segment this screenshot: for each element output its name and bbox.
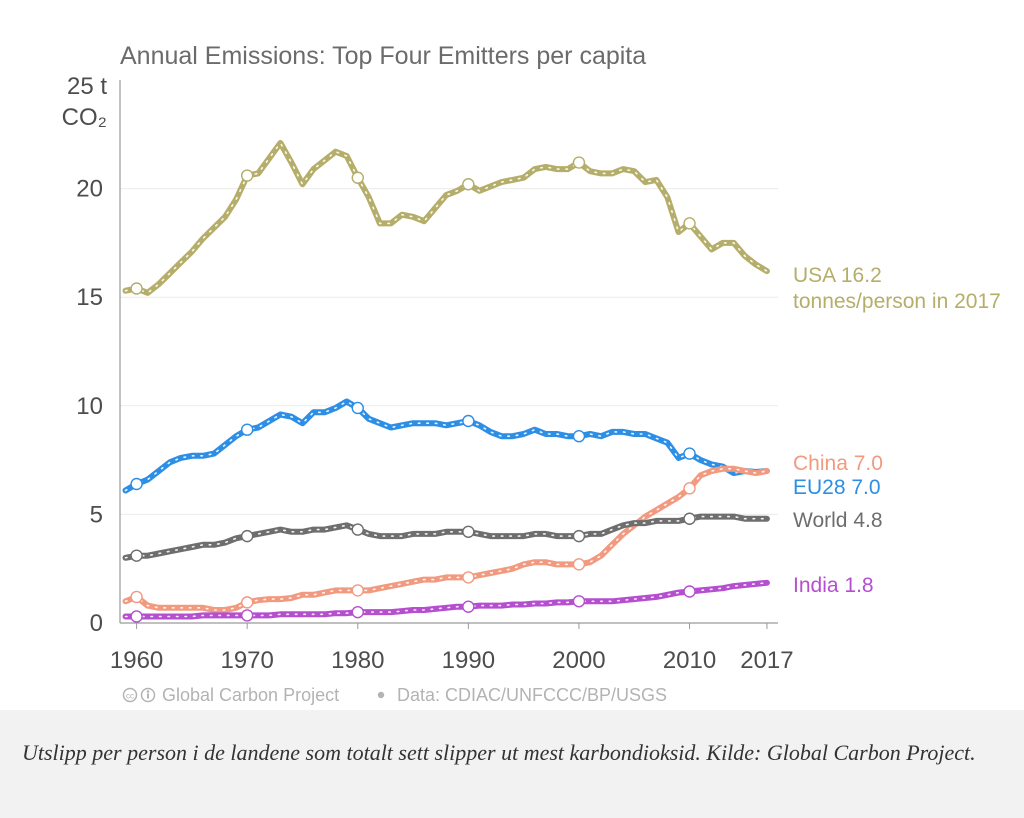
figure-caption: Utslipp per person i de landene som tota… <box>22 740 976 765</box>
credit-line: cc Global Carbon Project Data: CDIAC/UNF… <box>122 685 667 705</box>
x-tick-label: 1980 <box>331 647 384 674</box>
india-point-marker <box>240 609 254 622</box>
x-tick-label: 2000 <box>552 647 605 674</box>
credit-data: Data: CDIAC/UNFCCC/BP/USGS <box>397 685 667 705</box>
eu28-point-marker <box>240 423 254 436</box>
world-end-label: World 4.8 <box>793 509 883 532</box>
world-point-marker <box>351 523 364 536</box>
credit-source: Global Carbon Project <box>162 685 339 705</box>
usa-line-dots <box>124 141 768 294</box>
y-tick-label: 0 <box>90 610 103 637</box>
usa-end-label: USA 16.2 <box>793 264 882 287</box>
china-point-marker <box>683 482 696 495</box>
eu28-point-marker <box>572 430 586 443</box>
usa-point-marker <box>240 169 254 182</box>
china-point-marker <box>462 571 475 584</box>
world-point-marker <box>130 549 143 562</box>
x-tick-label: 1990 <box>442 647 495 674</box>
eu28-point-marker <box>462 414 475 428</box>
india-point-marker <box>130 610 143 623</box>
usa-line <box>122 140 770 296</box>
world-line-dots <box>124 515 768 559</box>
x-ticks: 1960 1970 1980 1990 2000 2010 2017 <box>110 623 794 674</box>
series-markers <box>130 156 696 623</box>
eu28-point-marker <box>130 477 143 491</box>
india-point-marker <box>683 585 696 598</box>
usa-point-marker <box>572 156 586 169</box>
y-tick-label: 10 <box>76 393 103 420</box>
world-point-marker <box>572 529 586 543</box>
y-axis-top-label: 25 t <box>67 73 107 100</box>
world-point-marker <box>240 529 254 543</box>
china-point-marker <box>572 558 586 571</box>
grid <box>120 188 778 515</box>
creative-commons-icon: cc <box>122 687 138 703</box>
eu28-end-label: EU28 7.0 <box>793 476 881 499</box>
emissions-chart: Annual Emissions: Top Four Emitters per … <box>62 42 1001 705</box>
india-point-marker <box>572 595 586 608</box>
series-lines <box>122 140 770 620</box>
china-end-label: China 7.0 <box>793 452 883 475</box>
china-point-marker <box>240 596 254 609</box>
credit-separator-dot <box>377 691 385 699</box>
india-line-dots <box>124 581 768 618</box>
india-point-marker <box>462 600 475 613</box>
y-ticks: 0 5 10 15 20 <box>76 176 103 637</box>
china-line-dots <box>124 467 768 611</box>
y-tick-label: 15 <box>76 284 103 311</box>
y-axis-unit-label: CO₂ <box>62 104 107 131</box>
attribution-icon <box>140 687 156 703</box>
india-end-label: India 1.8 <box>793 574 874 597</box>
world-line <box>122 513 770 561</box>
x-tick-label: 1970 <box>220 647 273 674</box>
usa-point-marker <box>351 171 364 184</box>
eu28-point-marker <box>351 401 364 415</box>
china-point-marker <box>351 584 364 597</box>
chart-figure: Annual Emissions: Top Four Emitters per … <box>61 42 1001 705</box>
world-point-marker <box>462 525 475 538</box>
x-tick-label: 2017 <box>740 647 793 674</box>
x-tick-label: 2010 <box>663 647 716 674</box>
india-point-marker <box>351 605 364 619</box>
y-tick-label: 20 <box>76 176 103 203</box>
china-point-marker <box>130 590 143 604</box>
caption-box: Utslipp per person i de landene som tota… <box>0 710 1024 818</box>
china-line <box>122 465 770 613</box>
eu28-line <box>122 398 770 494</box>
usa-end-sublabel: tonnes/person in 2017 <box>793 290 1001 313</box>
usa-point-marker <box>462 178 475 191</box>
y-tick-label: 5 <box>90 501 103 528</box>
x-tick-label: 1960 <box>110 647 163 674</box>
svg-text:cc: cc <box>126 692 134 701</box>
usa-point-marker <box>683 217 696 230</box>
usa-point-marker <box>130 282 143 295</box>
eu28-point-marker <box>683 447 696 460</box>
world-point-marker <box>683 512 696 525</box>
chart-title: Annual Emissions: Top Four Emitters per … <box>120 42 646 70</box>
